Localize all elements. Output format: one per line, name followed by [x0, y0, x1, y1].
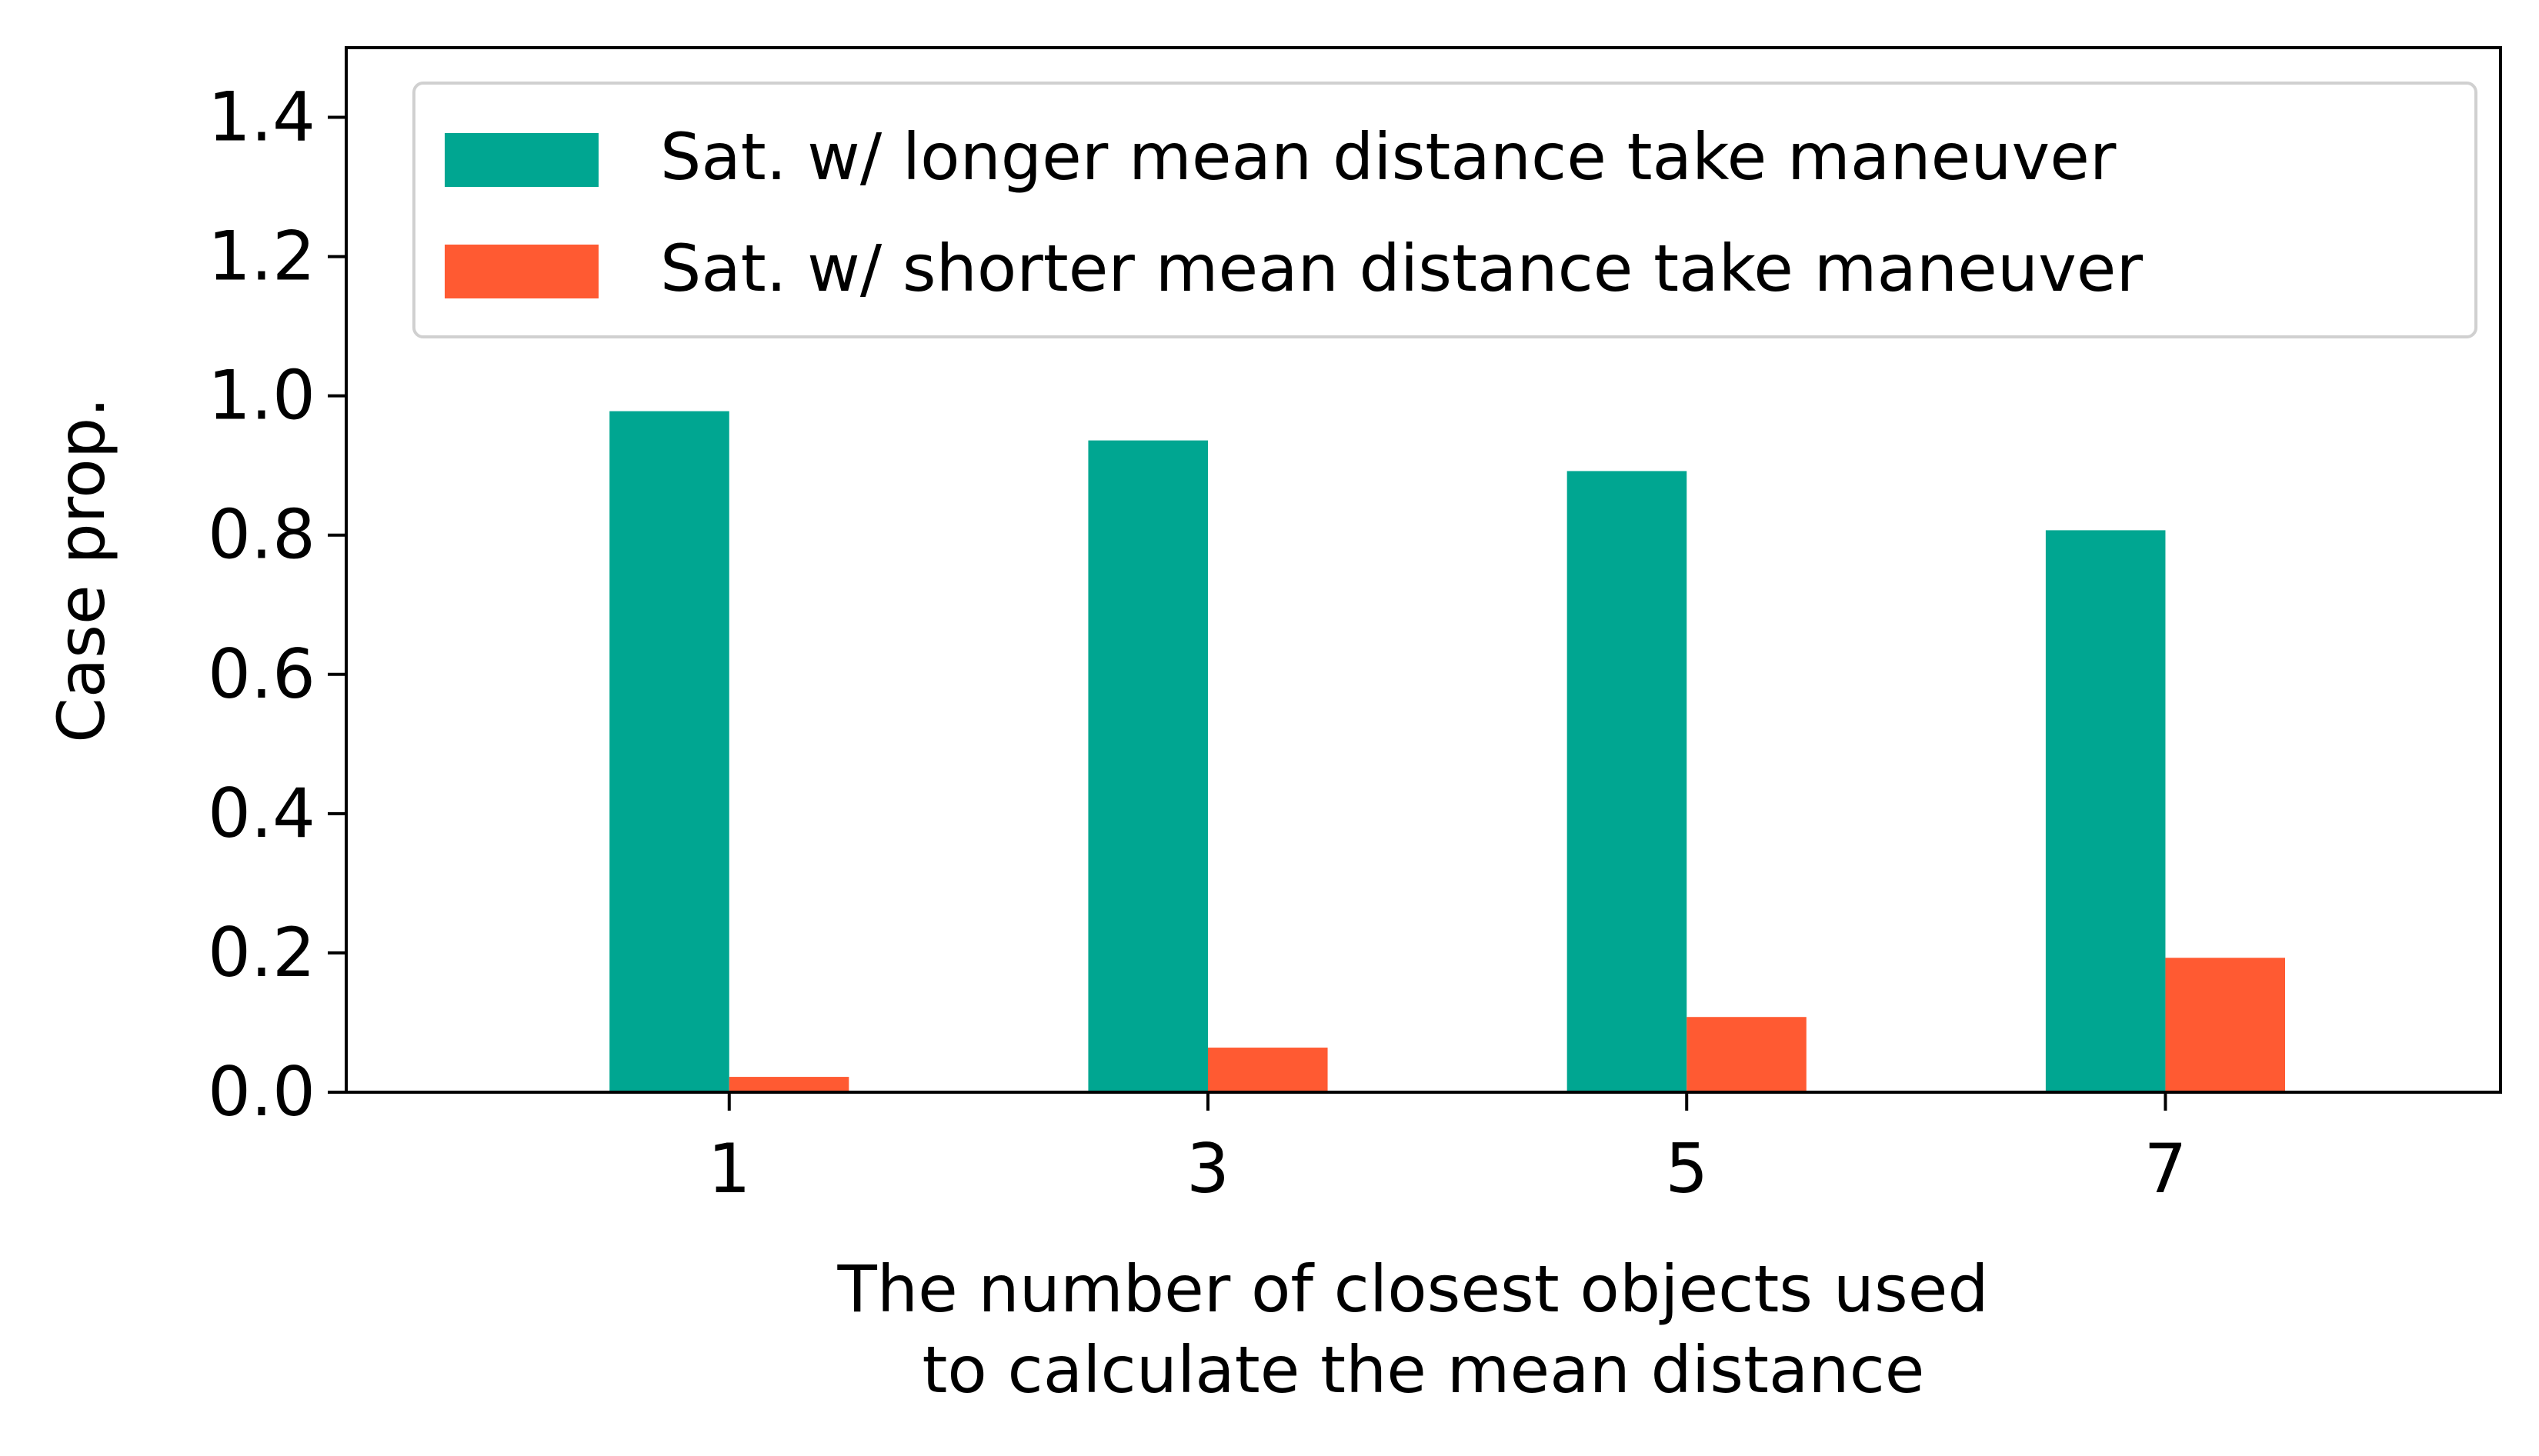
bar-series-2-category-5: [1687, 1017, 1807, 1092]
x-tick-label: 3: [1186, 1129, 1229, 1208]
x-tick-label: 5: [1665, 1129, 1708, 1208]
bar-series-2-category-7: [2165, 958, 2285, 1092]
x-axis-label-line-1: The number of closest objects used: [837, 1251, 1989, 1327]
y-tick-label: 0.4: [208, 774, 315, 853]
x-tick-label: 1: [708, 1129, 751, 1208]
bar-series-1-category-5: [1566, 471, 1687, 1092]
bars-group: [609, 411, 2285, 1092]
x-axis: 1 3 5 7: [708, 1092, 2187, 1208]
legend-label-2: Sat. w/ shorter mean distance take maneu…: [660, 231, 2143, 306]
y-tick-label: 1.4: [208, 78, 315, 157]
x-axis-label-line-2: to calculate the mean distance: [923, 1332, 1925, 1408]
y-tick-label: 0.8: [208, 495, 315, 575]
bar-series-1-category-3: [1088, 440, 1208, 1092]
y-axis: 0.0 0.2 0.4 0.6 0.8 1.0 1.2 1.4: [208, 78, 346, 1131]
bar-series-1-category-7: [2045, 530, 2166, 1092]
y-tick-label: 0.6: [208, 635, 315, 714]
legend-box: [412, 82, 2477, 338]
bar-series-1-category-1: [609, 411, 729, 1092]
y-tick-label: 0.0: [208, 1052, 315, 1131]
y-axis-label: Case prop.: [44, 397, 119, 743]
bar-series-2-category-1: [729, 1077, 849, 1092]
y-tick-label: 1.2: [208, 217, 315, 296]
y-tick-label: 0.2: [208, 913, 315, 992]
bar-series-2-category-3: [1208, 1048, 1328, 1092]
plot-frame: [345, 46, 2502, 1094]
legend-swatch-2: [445, 245, 599, 298]
legend-swatch-1: [445, 133, 599, 187]
legend: Sat. w/ longer mean distance take maneuv…: [412, 82, 2477, 338]
x-tick-label: 7: [2144, 1129, 2187, 1208]
legend-label-1: Sat. w/ longer mean distance take maneuv…: [660, 119, 2117, 195]
y-tick-label: 1.0: [208, 356, 315, 435]
x-axis-label: The number of closest objects used to ca…: [837, 1251, 2010, 1408]
